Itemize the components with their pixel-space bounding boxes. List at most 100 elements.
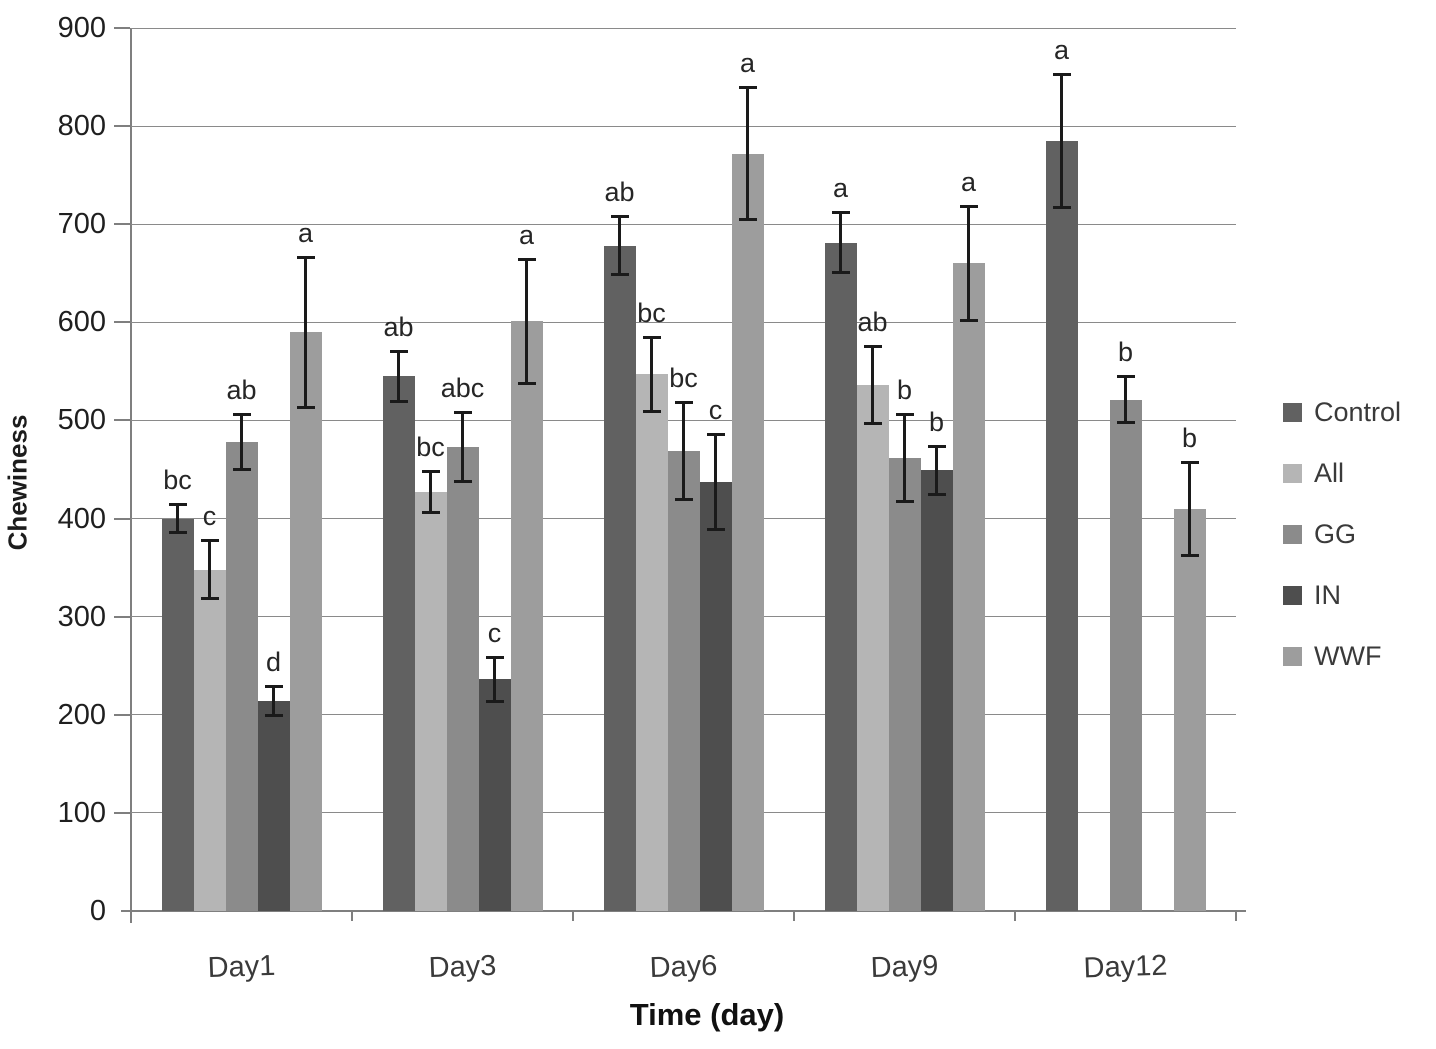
significance-letter-GG-Day9: b: [896, 374, 913, 405]
legend-swatch-WWF: [1283, 646, 1302, 666]
error-bar-GG-Day3: [461, 411, 464, 483]
error-cap-bottom-WWF-Day6: [738, 218, 757, 222]
error-cap-bottom-IN-Day1: [264, 713, 283, 717]
error-cap-top-GG-Day3: [453, 410, 472, 414]
gridline-800: [131, 125, 1236, 127]
y-tick-100: [114, 811, 130, 814]
bar-IN-Day1: [257, 701, 290, 911]
error-cap-top-IN-Day3: [485, 655, 504, 659]
bar-All-Day3: [414, 492, 447, 911]
error-cap-bottom-Control-Day1: [168, 531, 187, 535]
bar-Control-Day9: [824, 242, 857, 911]
error-cap-bottom-WWF-Day12: [1180, 553, 1199, 557]
bar-WWF-Day3: [510, 321, 543, 911]
error-bar-GG-Day12: [1124, 376, 1127, 424]
error-bar-GG-Day6: [682, 401, 685, 500]
bar-WWF-Day12: [1173, 508, 1206, 911]
significance-letter-Control-Day12: a: [1053, 35, 1070, 66]
error-bar-All-Day3: [429, 471, 432, 513]
significance-letter-Control-Day3: ab: [383, 311, 414, 342]
error-bar-WWF-Day12: [1188, 461, 1191, 556]
gridline-900: [131, 27, 1236, 29]
legend-label-All: All: [1314, 458, 1345, 488]
y-tick-700: [114, 223, 130, 226]
significance-letter-All-Day9: ab: [857, 306, 888, 337]
y-tick-label-700: 700: [57, 208, 106, 241]
error-bar-Control-Day12: [1060, 74, 1063, 208]
x-tick-3: [793, 911, 795, 921]
error-cap-top-All-Day3: [421, 470, 440, 474]
y-tick-200: [114, 713, 130, 716]
error-cap-bottom-Control-Day6: [610, 273, 629, 277]
error-cap-bottom-Control-Day12: [1052, 205, 1071, 209]
error-cap-top-WWF-Day9: [959, 204, 978, 208]
error-bar-Control-Day9: [839, 212, 842, 274]
error-cap-top-GG-Day9: [895, 412, 914, 416]
y-tick-label-900: 900: [57, 12, 106, 44]
error-cap-bottom-All-Day3: [421, 510, 440, 514]
error-cap-top-WWF-Day6: [738, 85, 757, 89]
error-cap-top-IN-Day9: [927, 444, 946, 448]
error-cap-bottom-All-Day9: [863, 422, 882, 426]
y-tick-label-100: 100: [57, 796, 106, 829]
error-bar-IN-Day1: [272, 686, 275, 716]
significance-letter-IN-Day3: c: [487, 617, 502, 648]
error-cap-bottom-WWF-Day3: [517, 382, 536, 386]
error-bar-IN-Day3: [493, 656, 496, 703]
error-bar-WWF-Day6: [746, 86, 749, 221]
error-cap-top-Control-Day6: [610, 215, 629, 219]
bar-IN-Day6: [699, 482, 732, 911]
bar-Control-Day6: [603, 245, 636, 911]
error-cap-top-GG-Day6: [674, 400, 693, 404]
error-cap-bottom-All-Day1: [200, 597, 219, 600]
legend-label-WWF: WWF: [1314, 641, 1382, 671]
bar-All-Day6: [635, 374, 668, 911]
x-category-label-Day6: Day6: [649, 949, 718, 985]
x-axis-title: Time (day): [629, 997, 785, 1032]
error-cap-top-IN-Day6: [706, 433, 725, 437]
error-cap-top-Control-Day9: [831, 211, 850, 215]
error-cap-top-All-Day9: [863, 344, 882, 348]
x-tick-2: [572, 911, 574, 921]
legend-swatch-All: [1283, 463, 1302, 483]
bar-GG-Day6: [667, 450, 700, 911]
error-cap-top-WWF-Day3: [517, 257, 536, 261]
error-bar-All-Day9: [871, 345, 874, 425]
significance-letter-All-Day1: c: [202, 501, 217, 532]
y-tick-label-300: 300: [57, 600, 106, 633]
significance-letter-Control-Day1: bc: [163, 464, 192, 495]
x-category-label-Day1: Day1: [207, 949, 276, 985]
error-cap-top-WWF-Day1: [296, 255, 315, 259]
error-bar-WWF-Day9: [967, 205, 970, 322]
error-bar-WWF-Day3: [525, 258, 528, 385]
error-cap-bottom-Control-Day3: [389, 399, 408, 403]
y-axis-line: [130, 28, 132, 923]
x-category-label-Day12: Day12: [1083, 949, 1168, 985]
error-bar-Control-Day6: [618, 216, 621, 276]
error-bar-IN-Day6: [714, 434, 717, 531]
error-bar-GG-Day1: [240, 413, 243, 471]
x-tick-0: [130, 911, 132, 921]
y-tick-label-400: 400: [57, 502, 106, 535]
significance-letter-GG-Day3: abc: [440, 372, 485, 403]
bar-GG-Day12: [1109, 399, 1142, 911]
significance-letter-IN-Day9: b: [928, 406, 945, 437]
significance-letter-IN-Day1: d: [265, 647, 282, 678]
significance-letter-All-Day3: bc: [416, 432, 445, 463]
legend-item-IN: IN: [1283, 581, 1401, 609]
error-cap-top-Control-Day1: [168, 502, 187, 506]
y-tick-label-800: 800: [57, 110, 106, 143]
legend-item-All: All: [1283, 459, 1401, 487]
error-cap-bottom-IN-Day9: [927, 493, 946, 496]
y-tick-label-500: 500: [57, 404, 106, 437]
significance-letter-WWF-Day12: b: [1181, 422, 1198, 453]
y-tick-500: [114, 419, 130, 422]
y-tick-label-200: 200: [57, 698, 106, 731]
legend-item-Control: Control: [1283, 398, 1401, 426]
bar-Control-Day12: [1045, 140, 1078, 911]
y-tick-label-0: 0: [89, 895, 106, 927]
bar-IN-Day3: [478, 679, 511, 911]
error-cap-top-WWF-Day12: [1180, 460, 1199, 464]
error-cap-bottom-WWF-Day1: [296, 405, 315, 409]
x-category-label-Day3: Day3: [428, 949, 497, 985]
